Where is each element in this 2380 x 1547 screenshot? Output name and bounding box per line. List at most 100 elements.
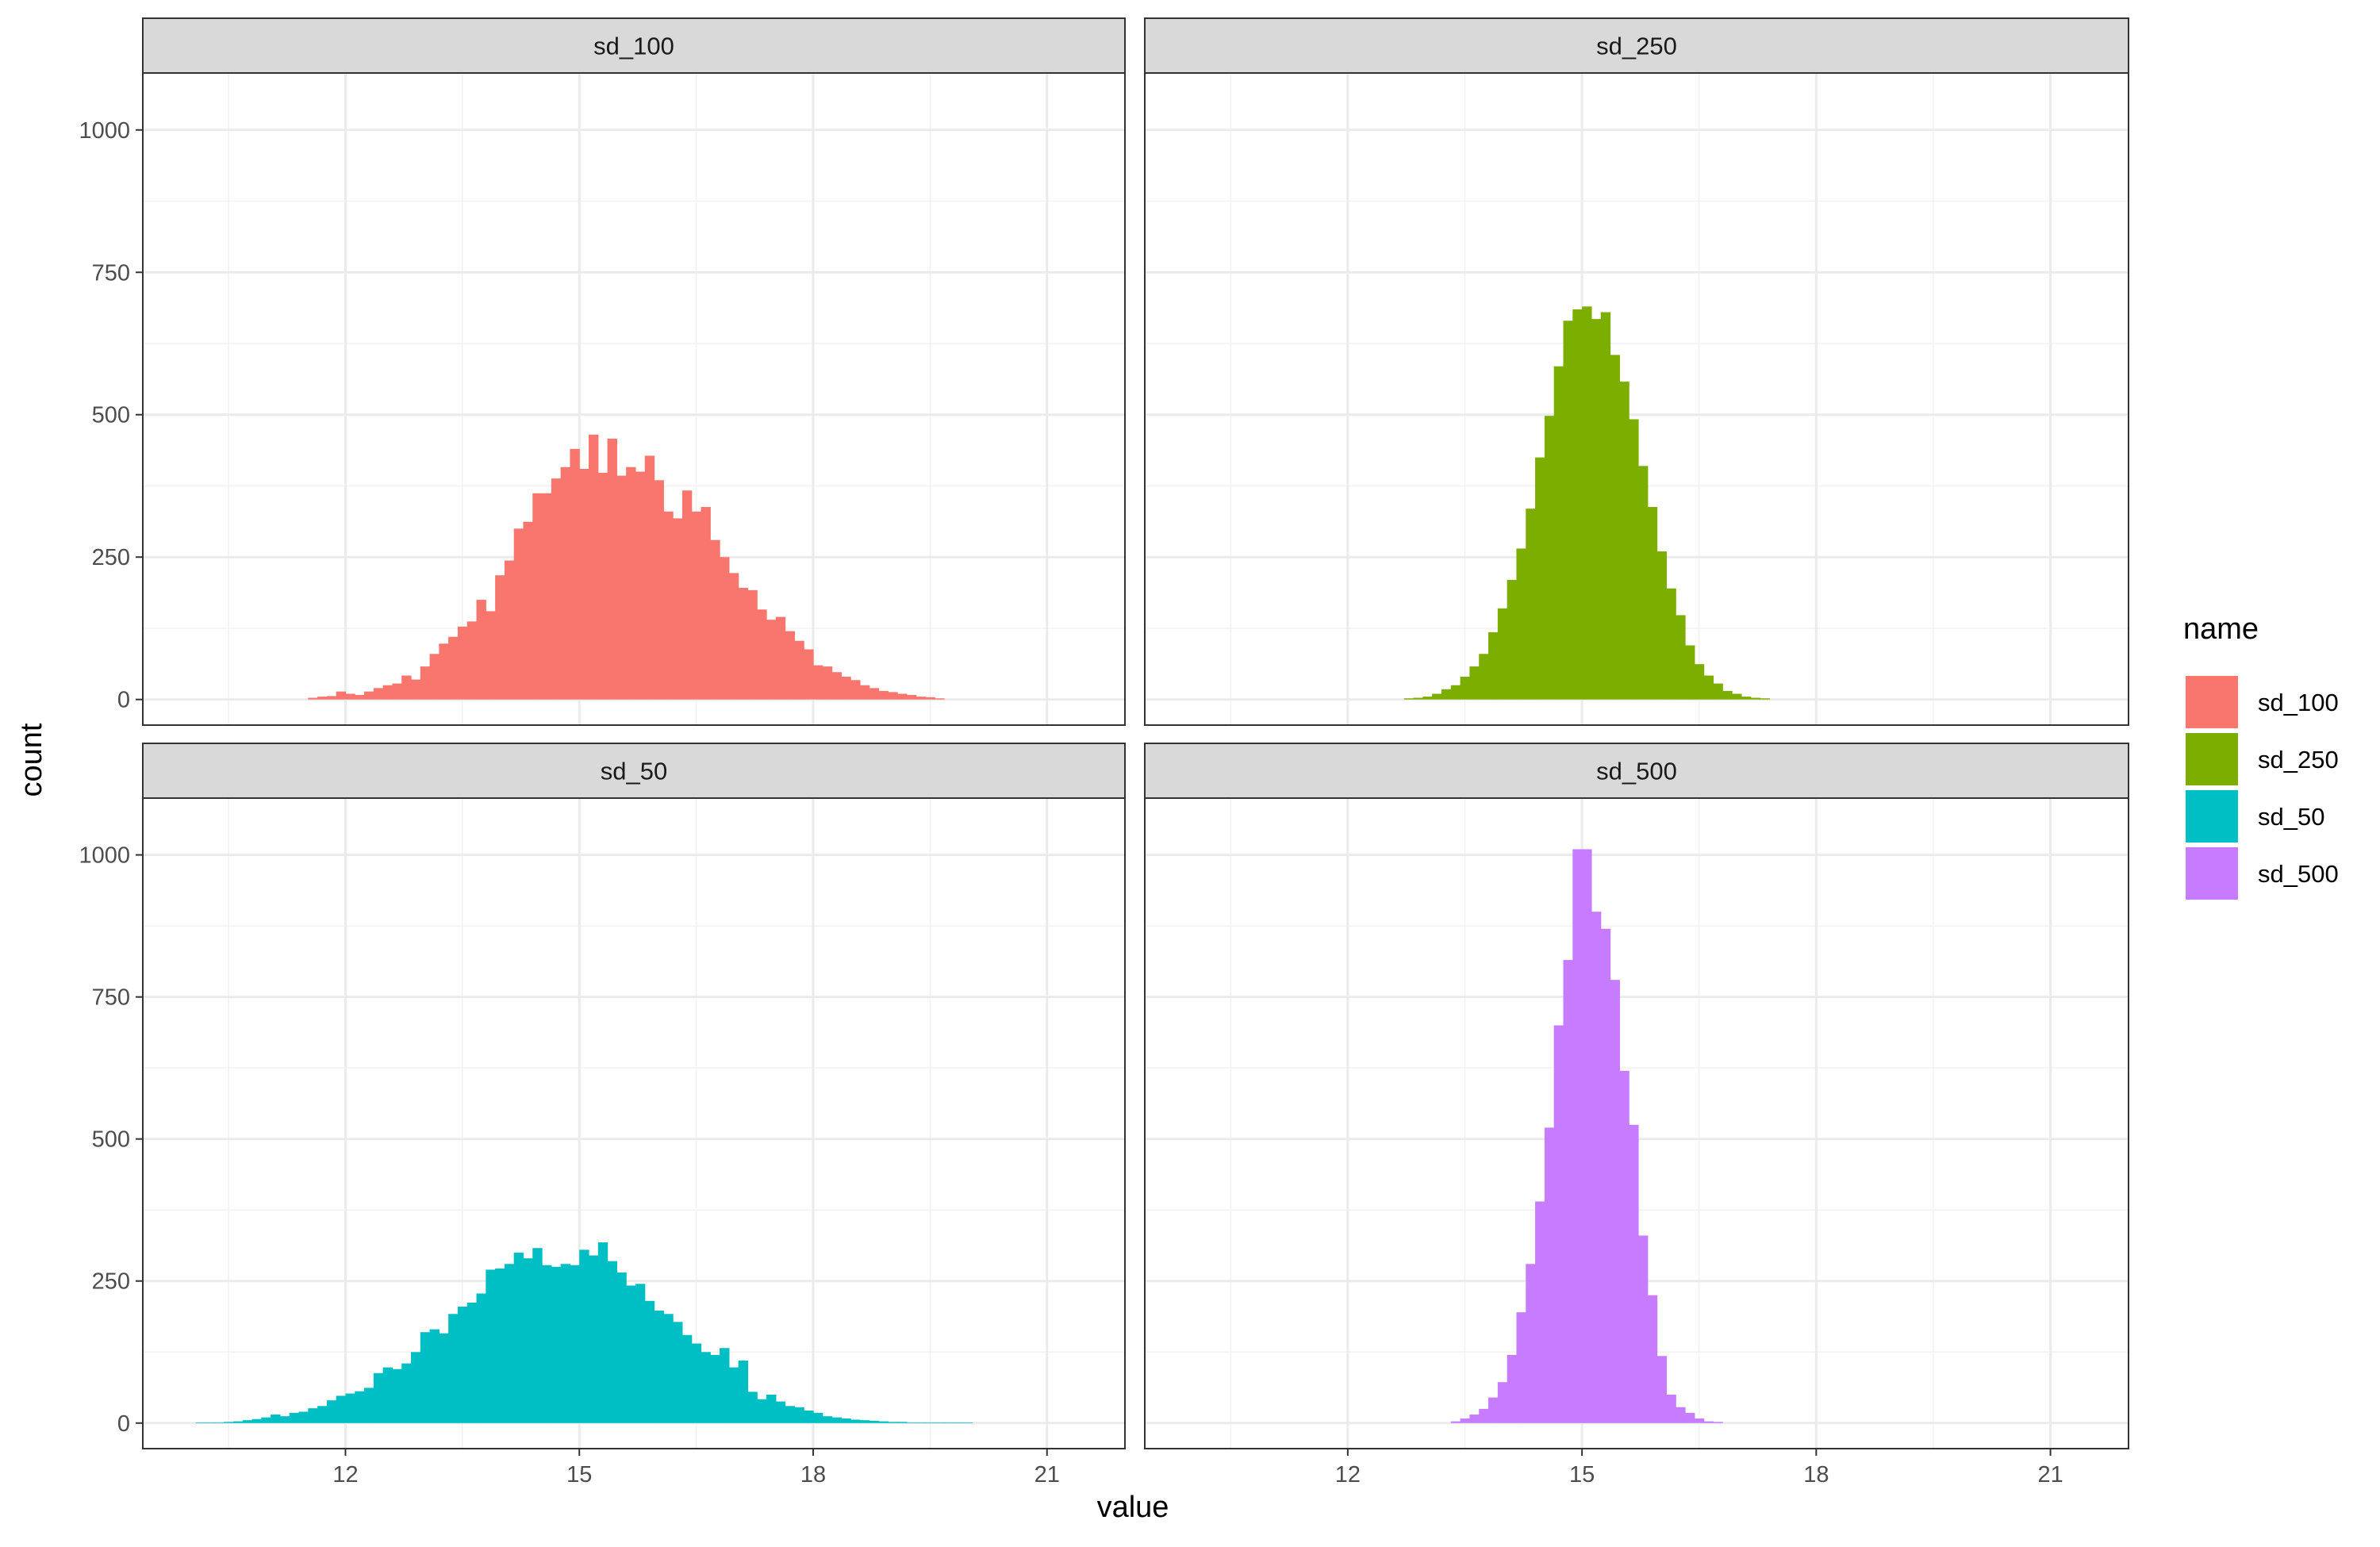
histogram-bar — [644, 1300, 655, 1423]
histogram-bar — [542, 1265, 552, 1423]
histogram-bar — [822, 666, 833, 700]
x-tick-label: 15 — [566, 1462, 592, 1488]
histogram-bar — [308, 697, 318, 700]
histogram-bar — [607, 1261, 617, 1423]
histogram-bar — [345, 1393, 355, 1423]
histogram-bar — [1526, 509, 1536, 700]
histogram-bar — [944, 1422, 954, 1423]
histogram-bar — [1703, 675, 1714, 700]
histogram-bar — [1647, 507, 1658, 700]
histogram-bar — [1666, 1394, 1676, 1423]
facet-panel-sd_500: sd_500 12 15 18 21 — [1144, 743, 2129, 1488]
histogram-bar — [551, 1266, 562, 1423]
histogram-bar — [757, 1399, 767, 1423]
histogram-bar — [326, 696, 337, 700]
histogram-bar — [317, 1406, 328, 1423]
histogram-bar — [663, 1314, 674, 1423]
histogram-bar — [317, 697, 328, 700]
histogram-bar — [859, 1420, 870, 1423]
histogram-bar — [466, 1302, 478, 1423]
histogram-bar — [1760, 698, 1770, 700]
histogram-bar — [551, 478, 562, 700]
histogram-bar — [486, 1269, 496, 1423]
histogram-bar — [1732, 693, 1742, 700]
legend-key-sd_500 — [2186, 847, 2238, 900]
facet-strip-label: sd_500 — [1596, 758, 1677, 785]
histogram-bar — [1722, 690, 1733, 700]
histogram-bar — [429, 1329, 440, 1423]
histogram-bar — [242, 1420, 253, 1423]
histogram-bar — [570, 448, 580, 700]
histogram-bar — [429, 654, 440, 700]
histogram-bar — [251, 1418, 262, 1423]
histogram-bar — [850, 680, 861, 700]
histogram-bar — [401, 675, 412, 700]
histogram-bar — [495, 575, 505, 700]
histogram-bar — [486, 611, 496, 700]
histogram-bar — [616, 1272, 627, 1423]
histogram-bar — [1507, 1354, 1518, 1423]
histogram-bar — [205, 1422, 215, 1423]
histogram-bar — [532, 1248, 543, 1423]
histogram-bar — [336, 691, 347, 700]
x-axis-title: value — [1097, 1491, 1169, 1524]
facet-strip-label: sd_100 — [593, 33, 674, 60]
legend-label-sd_500: sd_500 — [2258, 860, 2339, 888]
histogram-bar — [298, 1411, 309, 1423]
histogram-bar — [1694, 664, 1705, 700]
histogram-bar — [888, 692, 898, 700]
x-tick-label: 12 — [1335, 1462, 1361, 1488]
facet-strip — [142, 743, 1126, 799]
y-tick-label: 250 — [92, 1269, 130, 1295]
histogram-bar — [869, 688, 880, 700]
facet-strip — [1144, 743, 2129, 799]
histogram-bar — [738, 587, 749, 700]
histogram-bar — [1432, 693, 1442, 700]
histogram-bar — [1507, 579, 1518, 700]
histogram-bar — [906, 694, 917, 700]
histogram-bar — [579, 468, 589, 700]
histogram-bar — [962, 1422, 973, 1423]
histogram-bar — [355, 1391, 365, 1423]
legend-key-sd_250 — [2186, 733, 2238, 785]
histogram-bar — [420, 1332, 431, 1423]
histogram-bar — [925, 697, 935, 700]
histogram-bar — [673, 518, 683, 700]
histogram-bar — [589, 434, 599, 700]
histogram-bar — [1619, 1070, 1630, 1423]
histogram-bar — [1535, 457, 1545, 700]
histogram-bar — [466, 621, 478, 700]
histogram-bar — [766, 620, 777, 700]
histogram-bar — [859, 685, 870, 700]
histogram-bar — [1553, 1025, 1564, 1423]
histogram-bar — [1544, 416, 1555, 700]
histogram-bar — [757, 609, 767, 700]
y-tick-label: 0 — [117, 1411, 130, 1437]
histogram-bar — [410, 1352, 421, 1423]
histogram-bar — [916, 1422, 927, 1423]
y-tick-label: 1000 — [79, 118, 130, 144]
facet-panel-sd_250: sd_250 — [1144, 17, 2129, 726]
histogram-bar — [1703, 1421, 1714, 1423]
histogram-bar — [738, 1360, 749, 1423]
histogram-bar — [897, 693, 908, 700]
histogram-bar — [476, 600, 486, 700]
legend-label-sd_100: sd_100 — [2258, 689, 2339, 716]
histogram-bar — [1469, 1415, 1480, 1423]
histogram-bar — [831, 1417, 842, 1423]
histogram-bar — [794, 640, 804, 700]
histogram-bar — [626, 1285, 636, 1423]
histogram-bar — [681, 1334, 693, 1423]
histogram-bar — [775, 616, 786, 700]
histogram-bar — [1563, 321, 1573, 700]
histogram-bar — [728, 1367, 739, 1423]
histogram-bar — [420, 666, 431, 700]
histogram-bar — [439, 643, 449, 700]
histogram-bar — [1656, 1356, 1667, 1423]
x-tick-label: 12 — [332, 1462, 358, 1488]
histogram-bar — [1469, 666, 1480, 700]
histogram-bar — [766, 1394, 777, 1423]
histogram-bar — [232, 1421, 244, 1423]
histogram-bar — [822, 1416, 833, 1423]
histogram-bar — [560, 1264, 571, 1423]
